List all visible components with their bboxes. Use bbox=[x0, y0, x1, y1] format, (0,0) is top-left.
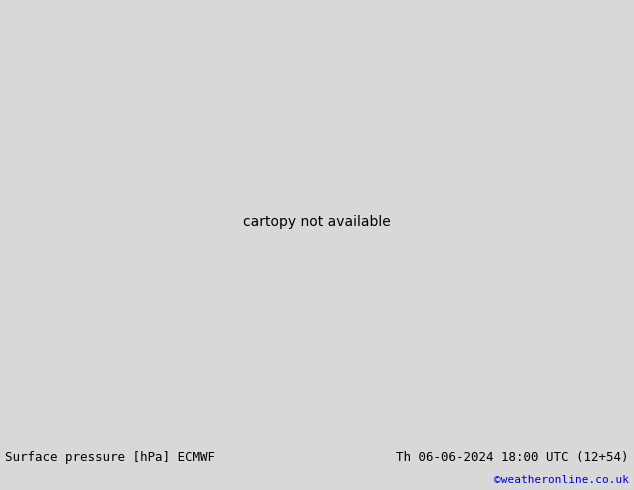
Text: ©weatheronline.co.uk: ©weatheronline.co.uk bbox=[494, 475, 629, 485]
Text: Surface pressure [hPa] ECMWF: Surface pressure [hPa] ECMWF bbox=[5, 451, 215, 464]
Text: cartopy not available: cartopy not available bbox=[243, 215, 391, 229]
Text: Th 06-06-2024 18:00 UTC (12+54): Th 06-06-2024 18:00 UTC (12+54) bbox=[396, 451, 629, 464]
